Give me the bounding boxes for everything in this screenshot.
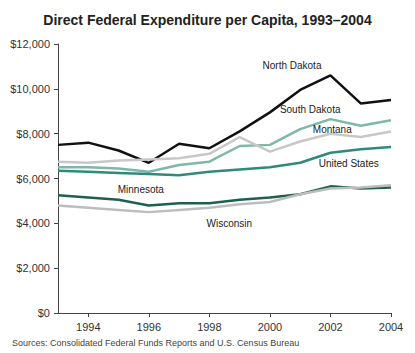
svg-text:Sources: Consolidated Federal: Sources: Consolidated Federal Funds Repo… xyxy=(12,338,299,348)
svg-text:$12,000: $12,000 xyxy=(10,38,50,50)
svg-text:Montana: Montana xyxy=(313,124,352,135)
svg-text:2000: 2000 xyxy=(258,321,282,333)
svg-text:$8,000: $8,000 xyxy=(16,128,50,140)
svg-text:2004: 2004 xyxy=(379,321,403,333)
svg-text:$4,000: $4,000 xyxy=(16,217,50,229)
svg-text:South Dakota: South Dakota xyxy=(280,104,341,115)
svg-text:United States: United States xyxy=(319,158,379,169)
svg-text:1996: 1996 xyxy=(137,321,161,333)
svg-text:1994: 1994 xyxy=(76,321,100,333)
svg-text:Minnesota: Minnesota xyxy=(118,184,165,195)
svg-text:$0: $0 xyxy=(38,307,50,319)
svg-text:$6,000: $6,000 xyxy=(16,173,50,185)
svg-text:Wisconsin: Wisconsin xyxy=(207,218,253,229)
svg-text:Direct Federal Expenditure per: Direct Federal Expenditure per Capita, 1… xyxy=(43,12,372,28)
svg-text:$10,000: $10,000 xyxy=(10,83,50,95)
svg-text:1998: 1998 xyxy=(197,321,221,333)
svg-text:North Dakota: North Dakota xyxy=(263,60,322,71)
svg-text:$2,000: $2,000 xyxy=(16,262,50,274)
svg-text:2002: 2002 xyxy=(318,321,342,333)
